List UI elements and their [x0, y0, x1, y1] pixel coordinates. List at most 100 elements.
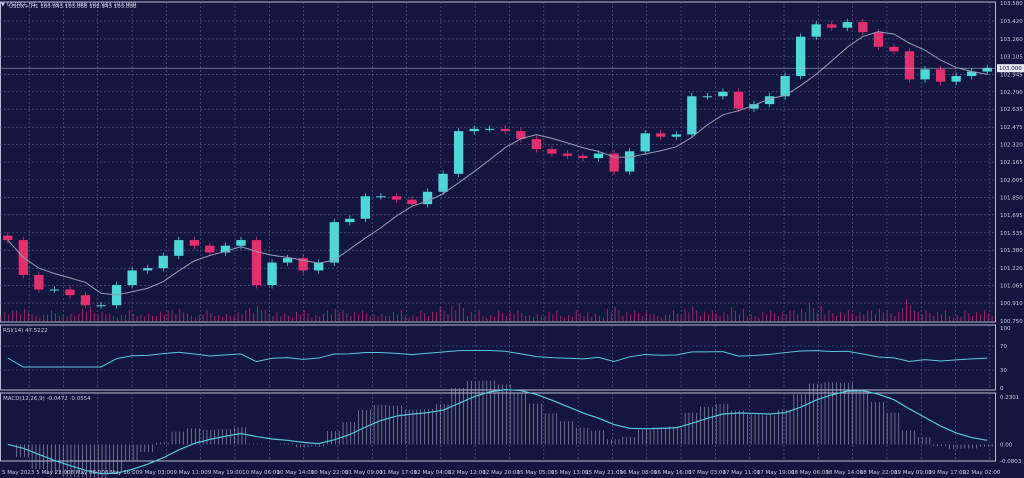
candle-body [314, 262, 324, 271]
x-tick-label: 5 May 23:00 [36, 470, 71, 476]
chart-header: ▼ USDX+,H1 103.043 103.088 102.943 103.00… [1, 2, 136, 9]
y-tick-label: 103.420 [1000, 19, 1023, 25]
macd-tick-label: -0.0803 [1000, 459, 1022, 465]
y-tick-label: 102.320 [1000, 143, 1023, 149]
candle-body [624, 151, 635, 172]
candle-body [329, 222, 339, 263]
x-tick-label: 12 May 12:00 [448, 470, 486, 476]
candle-body [516, 131, 526, 139]
candle-body [609, 153, 619, 172]
x-tick-label: 16 May 16:00 [654, 470, 692, 476]
current-price-label: 103.000 [999, 66, 1022, 72]
y-tick-label: 103.580 [1000, 1, 1023, 7]
candle-body [656, 133, 666, 137]
candle-body [951, 76, 961, 82]
x-tick-label: 18 May 22:00 [860, 470, 898, 476]
candle-body [702, 96, 713, 98]
x-tick-label: 10 May 06:00 [242, 470, 280, 476]
candle-body [80, 295, 91, 306]
x-tick-label: 15 May 13:00 [551, 470, 589, 476]
x-tick-label: 16 May 08:00 [620, 470, 658, 476]
candle-body [733, 91, 744, 109]
y-tick-label: 101.695 [1000, 213, 1023, 219]
candle-body [360, 196, 371, 219]
x-tick-label: 8 May 16:00 [105, 470, 140, 476]
x-tick-label: 17 May 03:00 [688, 470, 726, 476]
y-tick-label: 102.005 [1000, 178, 1023, 184]
candle-body [345, 218, 355, 223]
candle-body [718, 91, 728, 97]
candle-body [391, 196, 402, 200]
candle-body [34, 274, 44, 290]
candle-body [205, 245, 215, 253]
collapse-triangle-icon[interactable]: ▼ [1, 2, 5, 8]
candle-body [3, 235, 13, 241]
y-tick-label: 102.945 [1000, 72, 1023, 78]
candle-body [578, 155, 588, 159]
candle-body [500, 128, 510, 132]
x-tick-label: 12 May 04:00 [414, 470, 452, 476]
candle-body [764, 96, 775, 105]
candle-body [127, 270, 137, 286]
y-tick-label: 101.850 [1000, 195, 1023, 201]
chart-title: USDX+,H1 103.043 103.088 102.943 103.000 [9, 4, 137, 10]
y-tick-label: 102.165 [1000, 160, 1023, 166]
candle-body [220, 245, 231, 253]
candle-body [904, 51, 915, 80]
candle-body [640, 133, 650, 152]
y-tick-label: 102.790 [1000, 90, 1023, 96]
candle-body [485, 128, 495, 130]
candle-body [858, 22, 868, 33]
x-tick-label: 19 May 17:00 [928, 470, 966, 476]
x-tick-label: 17 May 11:00 [723, 470, 761, 476]
x-tick-label: 15 May 21:00 [585, 470, 623, 476]
y-tick-label: 100.750 [1000, 319, 1023, 325]
rsi-tick-label: 70 [1000, 344, 1007, 350]
y-tick-label: 103.105 [1000, 54, 1023, 60]
x-tick-label: 9 May 03:00 [139, 470, 174, 476]
candle-body [49, 289, 60, 291]
candle-body [749, 104, 759, 109]
y-tick-label: 102.475 [1000, 125, 1023, 131]
rsi-tick-label: 30 [1000, 368, 1007, 374]
x-tick-label: 12 May 20:00 [482, 470, 520, 476]
candle-body [562, 153, 573, 156]
candle-body [267, 262, 277, 286]
pane-border-1 [0, 324, 996, 391]
candle-body [796, 36, 806, 77]
candle-body [842, 22, 852, 28]
x-tick-label: 17 May 19:00 [757, 470, 795, 476]
candle-body [453, 131, 464, 174]
macd-signal-line [7, 389, 988, 475]
candle-body [811, 24, 821, 37]
candle-body [174, 240, 184, 256]
candle-body [236, 240, 246, 246]
candle-body [593, 153, 604, 159]
x-tick-label: 11 May 17:00 [379, 470, 417, 476]
candle-body [298, 258, 308, 271]
macd-tick-label: 0.2301 [1000, 395, 1019, 401]
x-tick-label: 11 May 09:00 [345, 470, 383, 476]
pane-border-2 [0, 392, 996, 462]
candle-body [143, 268, 153, 271]
candle-body [780, 76, 790, 97]
x-tick-label: 9 May 19:00 [208, 470, 243, 476]
candle-body [671, 134, 681, 137]
moving-average-line [7, 31, 988, 296]
y-tick-label: 100.910 [1000, 301, 1023, 307]
candle-body [935, 69, 946, 82]
x-tick-label: 10 May 22:00 [311, 470, 349, 476]
y-tick-label: 103.260 [1000, 37, 1023, 43]
rsi-tick-label: 0 [1000, 386, 1004, 392]
candle-body [469, 128, 479, 132]
rsi-title: RSI(14) 47.5222 [3, 328, 48, 334]
x-tick-label: 10 May 14:00 [276, 470, 314, 476]
candle-body [687, 96, 697, 135]
candle-body [531, 138, 542, 150]
macd-tick-label: 0.00 [1000, 442, 1013, 448]
y-tick-label: 101.380 [1000, 248, 1023, 254]
y-tick-label: 102.635 [1000, 107, 1023, 113]
x-tick-label: 18 May 14:00 [825, 470, 863, 476]
